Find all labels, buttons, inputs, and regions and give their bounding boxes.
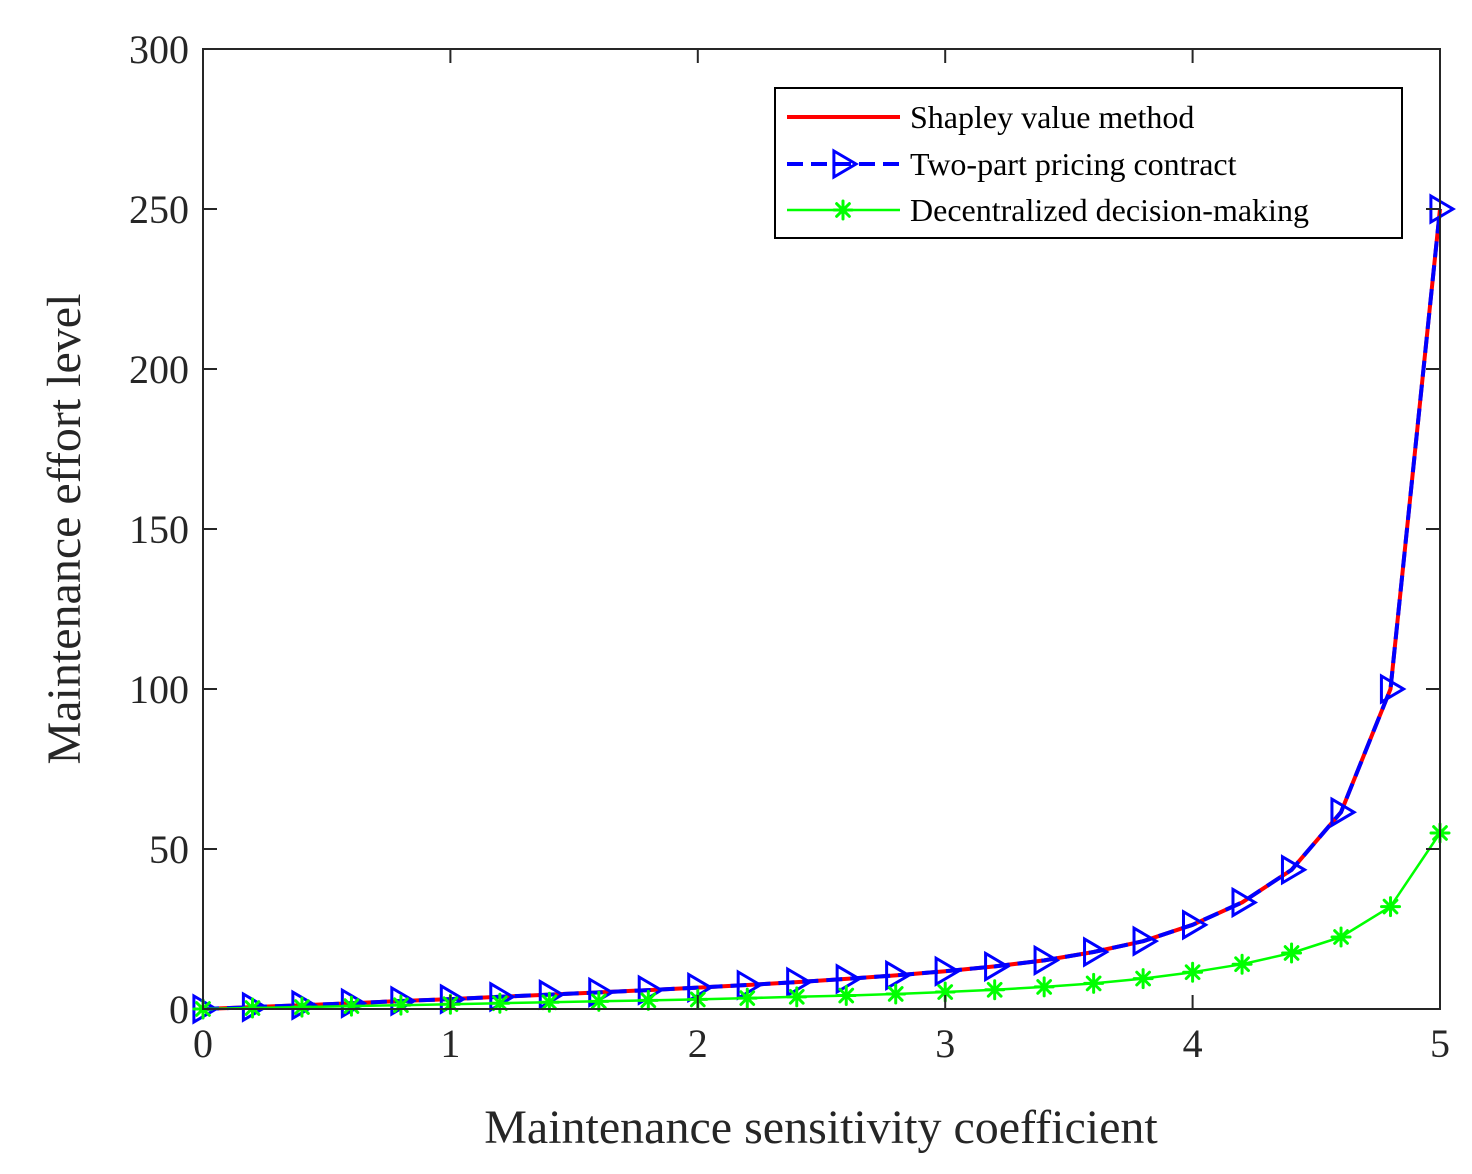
series-2-point [736, 987, 758, 1009]
series-layer [192, 193, 1456, 1025]
y-tick-label: 150 [129, 507, 189, 552]
x-tick-label: 0 [193, 1021, 213, 1066]
series-2-point-stroke [541, 994, 558, 1011]
y-tick-label: 300 [129, 27, 189, 72]
series-2-point-stroke [788, 988, 805, 1005]
legend-box [774, 87, 1403, 239]
series-2-point [390, 994, 412, 1016]
series-2-point-stroke [986, 981, 1003, 998]
series-1-point [291, 989, 318, 1021]
legend-label-0: Shapley value method [910, 99, 1194, 135]
series-2-point [637, 989, 659, 1011]
series-1-point [1330, 796, 1357, 828]
series-2-point [1281, 942, 1303, 964]
x-tick-label: 5 [1430, 1021, 1450, 1066]
legend: Shapley value method Two-part pricing con… [774, 87, 1403, 239]
series-2-point [588, 990, 610, 1012]
series-2-point-stroke [492, 995, 508, 1012]
series-2-point [984, 979, 1006, 1001]
series-1-point [934, 955, 962, 987]
y-tick-label: 200 [129, 347, 189, 392]
series-1-point [1083, 936, 1110, 968]
x-tick-label: 4 [1183, 1021, 1203, 1066]
series-2-point [538, 991, 560, 1013]
x-tick-label: 3 [935, 1021, 955, 1066]
series-2-point-stroke [1184, 964, 1201, 981]
y-tick-label: 100 [129, 667, 189, 712]
y-tick-label: 250 [129, 187, 189, 232]
series-2-point [835, 985, 857, 1007]
y-axis-label: Maintenance effort level [38, 294, 91, 765]
series-2-point-stroke [887, 986, 904, 1002]
series-2-point-stroke [739, 990, 756, 1006]
series-2-point-stroke [1234, 956, 1250, 973]
series-2-point-stroke [937, 984, 954, 1000]
legend-marker-1 [832, 148, 859, 180]
x-tick-label: 2 [688, 1021, 708, 1066]
series-2-point-stroke [590, 993, 607, 1010]
series-1-point [1379, 673, 1407, 705]
series-2-point-stroke [838, 987, 855, 1004]
legend-marker-2 [832, 199, 854, 221]
series-1-point [1231, 886, 1259, 919]
legend-marker-2-stroke [835, 202, 851, 218]
series-1-point [1280, 854, 1308, 886]
series-2-point [489, 992, 511, 1014]
series-1-point [687, 971, 714, 1004]
legend-label-2: Decentralized decision-making [910, 192, 1309, 228]
series-1-point [1182, 909, 1209, 941]
y-tick-label: 50 [149, 827, 189, 872]
series-2-point-stroke [1382, 898, 1399, 915]
x-tick-label: 1 [440, 1021, 460, 1066]
series-2-point-stroke [1036, 979, 1053, 995]
series-2-point-stroke [1135, 970, 1151, 987]
series-1-point [736, 969, 764, 1001]
series-1-point [984, 950, 1011, 983]
series-2-point-stroke [1085, 975, 1102, 992]
series-2-point [885, 983, 907, 1005]
series-1-point [835, 963, 863, 995]
series-2-point [1033, 976, 1055, 998]
series-2-point [1182, 961, 1204, 983]
x-axis-label: Maintenance sensitivity coefficient [484, 1101, 1158, 1154]
axes-layer [202, 48, 1441, 1010]
series-2-point-stroke [294, 999, 310, 1015]
series-2-point [1380, 896, 1402, 918]
series-2-point-stroke [1283, 945, 1300, 961]
series-2-point [291, 996, 313, 1018]
legend-label-1: Two-part pricing contract [910, 146, 1237, 182]
series-2-point-stroke [1333, 929, 1349, 945]
series-1-point [1033, 944, 1061, 976]
series-1-point [786, 966, 813, 998]
series-2-point [1231, 953, 1253, 975]
series-2-point [1083, 972, 1105, 994]
series-2-point-stroke [640, 992, 657, 1009]
series-2-point-stroke [343, 998, 360, 1014]
series-2-point [340, 995, 362, 1017]
series-2-point [1330, 926, 1352, 948]
series-1-point [885, 959, 912, 992]
series-2-point [1132, 968, 1154, 990]
y-tick-label: 0 [169, 987, 189, 1032]
series-1-point [1132, 925, 1160, 957]
series-2-point [786, 986, 808, 1008]
